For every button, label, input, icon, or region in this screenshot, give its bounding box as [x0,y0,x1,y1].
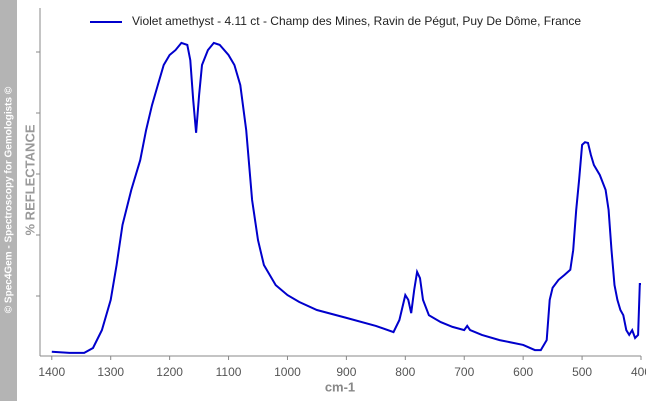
x-tick-label: 400 [631,365,646,379]
watermark: © Spec4Gem - Spectroscopy for Gemologist… [4,86,15,313]
legend-label: Violet amethyst - 4.11 ct - Champ des Mi… [132,14,581,28]
y-axis-label: % REFLECTANCE [22,124,37,235]
x-tick-label: 600 [513,365,533,379]
y-tick-marks [36,51,40,297]
x-tick-label: 1400 [38,365,65,379]
x-tick-label: 800 [395,365,415,379]
data-line [51,41,641,354]
x-tick-label: 1100 [216,365,242,379]
x-tick-label: 500 [572,365,592,379]
side-bar [0,0,17,401]
x-tick-label: 900 [336,365,356,379]
x-tick-label: 1000 [274,365,301,379]
x-tick-label: 700 [454,365,474,379]
x-tick-label: 1200 [156,365,183,379]
x-axis-label: cm-1 [325,379,355,394]
x-tick-label: 1300 [97,365,124,379]
